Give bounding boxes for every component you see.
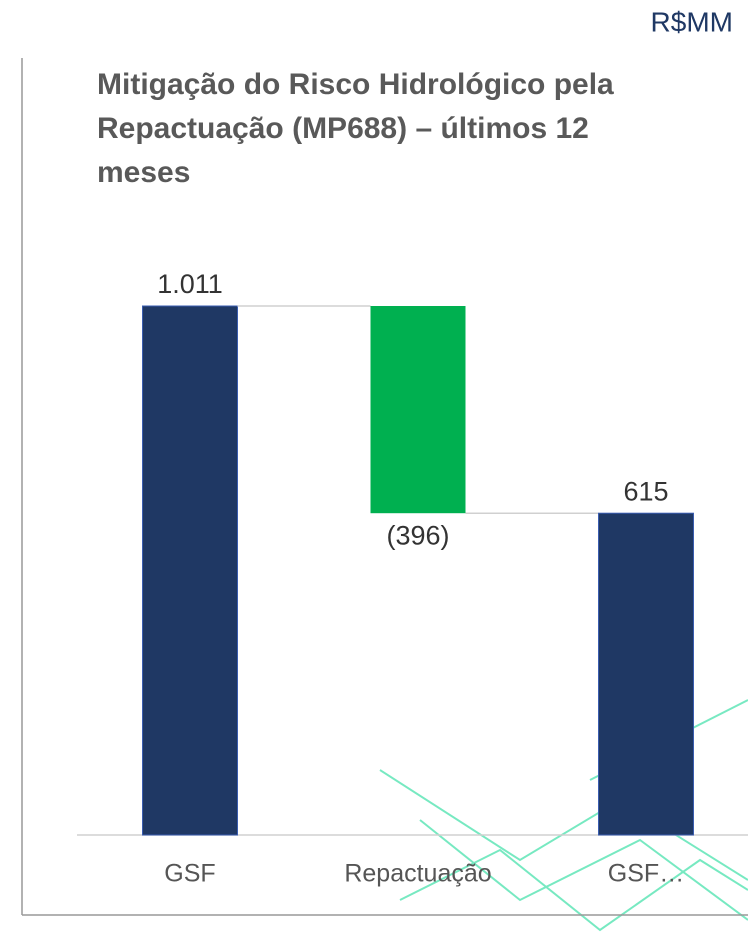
unit-label: R$MM xyxy=(651,6,733,37)
bar xyxy=(143,306,238,835)
bar xyxy=(599,513,694,835)
bar xyxy=(371,306,466,513)
data-label: (396) xyxy=(386,520,449,550)
chart-title: meses xyxy=(97,156,190,189)
x-tick-label: GSF… xyxy=(608,860,684,888)
data-label: 1.011 xyxy=(157,269,223,299)
x-tick-label: GSF xyxy=(164,860,215,888)
data-label: 615 xyxy=(623,476,668,506)
chart: R$MM Mitigação do Risco Hidrológico pela… xyxy=(0,0,748,943)
x-tick-label: Repactuação xyxy=(344,860,491,888)
chart-title: Mitigação do Risco Hidrológico pela xyxy=(97,68,614,101)
chart-title: Repactuação (MP688) – últimos 12 xyxy=(97,112,589,145)
